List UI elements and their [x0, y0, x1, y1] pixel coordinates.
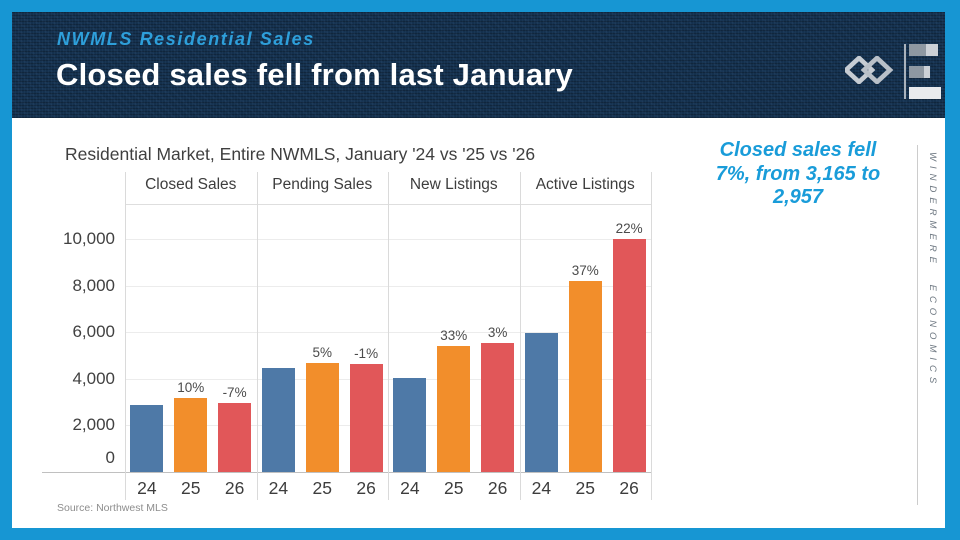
column-header-active-listings: Active Listings — [535, 176, 635, 193]
group-separator-4 — [651, 172, 652, 500]
column-header-closed-sales: Closed Sales — [145, 176, 237, 193]
column-header-new-listings: New Listings — [409, 176, 498, 193]
eyebrow-label: NWMLS Residential Sales — [57, 29, 315, 49]
callout-text: Closed sales fell 7%, from 3,165 to 2,95… — [700, 139, 896, 210]
bar-active-listings-24 — [524, 332, 558, 472]
logo-bar-1 — [909, 44, 938, 56]
y-tick-8000: 8,000 — [72, 275, 115, 295]
bar-chart-logo-icon — [904, 44, 941, 99]
page-title: Closed sales fell from last January — [56, 57, 573, 92]
x-axis-line — [42, 472, 651, 473]
slide-body: Residential Market, Entire NWMLS, Januar… — [12, 118, 945, 528]
y-tick-2000: 2,000 — [72, 415, 115, 435]
bar-pending-sales-26 — [349, 363, 383, 472]
x-tick-new-listings-26: 26 — [487, 478, 508, 498]
logo-bar-3 — [909, 87, 941, 99]
chart-title: Residential Market, Entire NWMLS, Januar… — [65, 144, 536, 164]
group-separator-1 — [256, 172, 258, 500]
x-tick-active-listings-25: 25 — [575, 478, 595, 498]
source-note: Source: Northwest MLS — [57, 502, 168, 514]
y-tick-0: 0 — [105, 448, 115, 467]
windermere-w-icon — [842, 54, 895, 86]
x-tick-pending-sales-24: 24 — [268, 478, 289, 498]
callout-line-1: Closed sales fell — [719, 139, 877, 161]
bar-label-closed-sales-25: 10% — [177, 380, 205, 396]
group-separator-2 — [388, 172, 389, 500]
watermark-text: WINDERMERE ECONOMICS — [927, 152, 938, 389]
x-tick-pending-sales-25: 25 — [312, 478, 332, 498]
bar-pending-sales-25 — [305, 362, 339, 472]
bar-label-closed-sales-26: -7% — [222, 385, 247, 401]
x-tick-closed-sales-25: 25 — [181, 478, 201, 498]
bar-label-active-listings-26: 22% — [615, 221, 643, 237]
y-tick-10000: 10,000 — [63, 228, 115, 248]
bar-new-listings-25 — [437, 346, 471, 472]
bar-new-listings-24 — [393, 377, 427, 472]
bar-chart: 0 2,000 4,000 6,000 8,000 10,000 Closed Sales P… — [12, 118, 945, 528]
group-separator-3 — [519, 172, 521, 500]
bar-label-new-listings-25: 33% — [440, 328, 468, 344]
callout-line-2: 7%, from 3,165 to — [715, 162, 881, 185]
x-tick-pending-sales-26: 26 — [356, 478, 376, 498]
watermark-divider — [917, 145, 918, 505]
callout-line-3: 2,957 — [772, 186, 824, 209]
bar-closed-sales-24 — [130, 404, 164, 472]
bar-label-pending-sales-25: 5% — [312, 344, 332, 360]
group-separator-0 — [125, 172, 126, 500]
x-tick-active-listings-26: 26 — [619, 478, 639, 498]
bar-closed-sales-25 — [174, 398, 208, 472]
bar-closed-sales-26 — [218, 403, 252, 472]
bar-pending-sales-24 — [261, 367, 295, 472]
bar-label-pending-sales-26: -1% — [354, 345, 379, 361]
header-banner: NWMLS Residential Sales Closed sales fel… — [12, 12, 945, 118]
x-tick-new-listings-25: 25 — [444, 478, 464, 498]
x-tick-closed-sales-26: 26 — [224, 478, 245, 498]
y-tick-6000: 6,000 — [72, 322, 115, 342]
bar-active-listings-25 — [568, 281, 602, 472]
bar-label-active-listings-25: 37% — [571, 263, 599, 279]
bar-new-listings-26 — [481, 342, 515, 472]
bar-label-new-listings-26: 3% — [487, 324, 508, 340]
x-tick-active-listings-24: 24 — [531, 478, 552, 498]
column-header-pending-sales: Pending Sales — [272, 176, 373, 193]
logo-bar-2 — [909, 65, 930, 78]
x-tick-closed-sales-24: 24 — [137, 478, 157, 498]
y-tick-4000: 4,000 — [72, 368, 115, 388]
bar-active-listings-26 — [612, 239, 646, 472]
x-tick-new-listings-24: 24 — [400, 478, 420, 498]
